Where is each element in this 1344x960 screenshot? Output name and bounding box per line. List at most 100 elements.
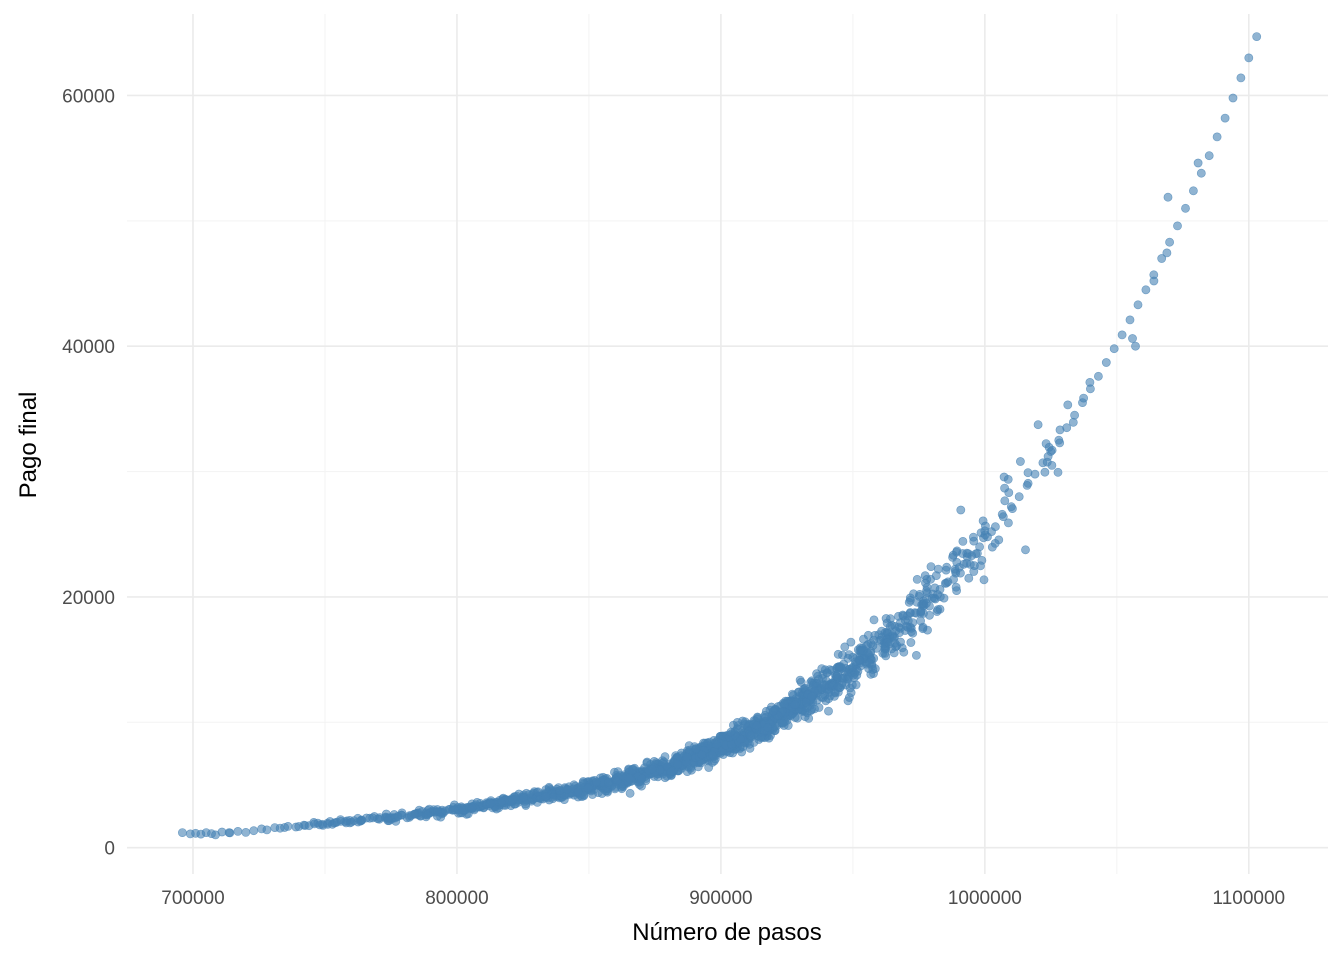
- data-point: [1189, 186, 1198, 196]
- data-point: [926, 562, 936, 571]
- y-tick-label: 60000: [62, 86, 115, 107]
- data-point: [241, 828, 251, 837]
- data-point: [840, 642, 850, 652]
- data-point: [332, 817, 342, 827]
- data-point: [905, 608, 915, 617]
- data-point: [899, 647, 909, 657]
- data-point: [1023, 468, 1033, 478]
- data-point: [979, 575, 989, 585]
- x-tick-label: 900000: [689, 888, 752, 909]
- data-point: [849, 673, 859, 683]
- data-point: [962, 548, 972, 558]
- data-point: [1023, 478, 1033, 488]
- data-point: [804, 714, 814, 723]
- data-point: [712, 740, 721, 749]
- data-point: [1128, 334, 1137, 343]
- y-tick-label: 0: [104, 839, 115, 860]
- data-point: [997, 509, 1007, 519]
- data-point: [393, 812, 403, 821]
- data-point: [733, 718, 742, 727]
- data-point: [1163, 192, 1173, 202]
- data-point: [519, 792, 528, 802]
- data-point: [1004, 518, 1013, 528]
- data-point: [846, 688, 856, 697]
- x-tick-label: 1000000: [948, 888, 1022, 909]
- data-point: [691, 744, 701, 754]
- data-point: [948, 550, 958, 560]
- data-point: [496, 797, 506, 806]
- data-point: [1196, 168, 1206, 178]
- data-point: [1040, 467, 1050, 477]
- data-point: [1008, 504, 1017, 513]
- data-point: [941, 565, 951, 575]
- data-point: [573, 787, 583, 797]
- data-point: [866, 648, 875, 658]
- data-point: [836, 662, 845, 672]
- data-point: [868, 641, 878, 651]
- data-point: [249, 826, 259, 836]
- data-point: [1000, 496, 1010, 506]
- data-point: [211, 830, 220, 840]
- data-point: [1016, 457, 1025, 466]
- data-point: [409, 809, 419, 819]
- data-point: [1109, 344, 1119, 354]
- data-point: [1133, 300, 1143, 310]
- data-point: [1228, 93, 1238, 103]
- data-point: [760, 711, 770, 720]
- data-point: [832, 672, 842, 681]
- data-point: [912, 651, 921, 660]
- x-tick-label: 1100000: [1213, 888, 1286, 909]
- data-point: [958, 537, 968, 546]
- data-point: [778, 719, 787, 728]
- data-point: [1204, 151, 1214, 161]
- data-point: [922, 598, 931, 608]
- data-point: [541, 792, 550, 801]
- data-point: [583, 783, 593, 793]
- data-point: [224, 828, 234, 837]
- data-point: [294, 822, 304, 831]
- data-point: [880, 649, 890, 658]
- data-point: [262, 825, 272, 835]
- data-point: [865, 658, 874, 668]
- y-tick-label: 40000: [62, 337, 115, 358]
- data-point: [637, 774, 647, 783]
- data-point: [976, 528, 986, 538]
- y-tick-labels: 0 20000 40000 60000: [62, 86, 115, 859]
- data-point: [994, 535, 1004, 545]
- data-point: [1181, 203, 1190, 213]
- data-point: [1149, 276, 1159, 286]
- data-point: [824, 706, 833, 716]
- data-point: [1101, 358, 1111, 367]
- data-point: [485, 799, 495, 808]
- data-point: [916, 607, 926, 617]
- data-point: [1055, 438, 1065, 448]
- data-point: [912, 575, 922, 584]
- data-point: [673, 760, 683, 769]
- data-point: [949, 574, 958, 584]
- y-axis-title: Pago final: [15, 392, 42, 499]
- data-point: [918, 624, 928, 634]
- data-point: [1003, 474, 1013, 484]
- data-point: [1165, 237, 1174, 247]
- data-point: [1252, 32, 1262, 41]
- points-layer: [177, 32, 1262, 840]
- data-point: [769, 706, 778, 716]
- data-point: [962, 558, 972, 568]
- data-point: [647, 764, 657, 774]
- data-point: [1244, 53, 1254, 63]
- data-point: [969, 567, 979, 576]
- x-tick-label: 800000: [425, 888, 488, 909]
- data-point: [1125, 315, 1135, 325]
- data-point: [422, 810, 432, 820]
- data-point: [1173, 221, 1182, 231]
- data-point: [795, 675, 805, 685]
- data-point: [857, 645, 867, 655]
- data-point: [1021, 545, 1030, 555]
- data-point: [882, 618, 892, 628]
- data-point: [843, 654, 853, 663]
- data-point: [467, 803, 477, 813]
- data-point: [833, 682, 843, 692]
- data-point: [345, 816, 354, 825]
- data-point: [177, 828, 187, 837]
